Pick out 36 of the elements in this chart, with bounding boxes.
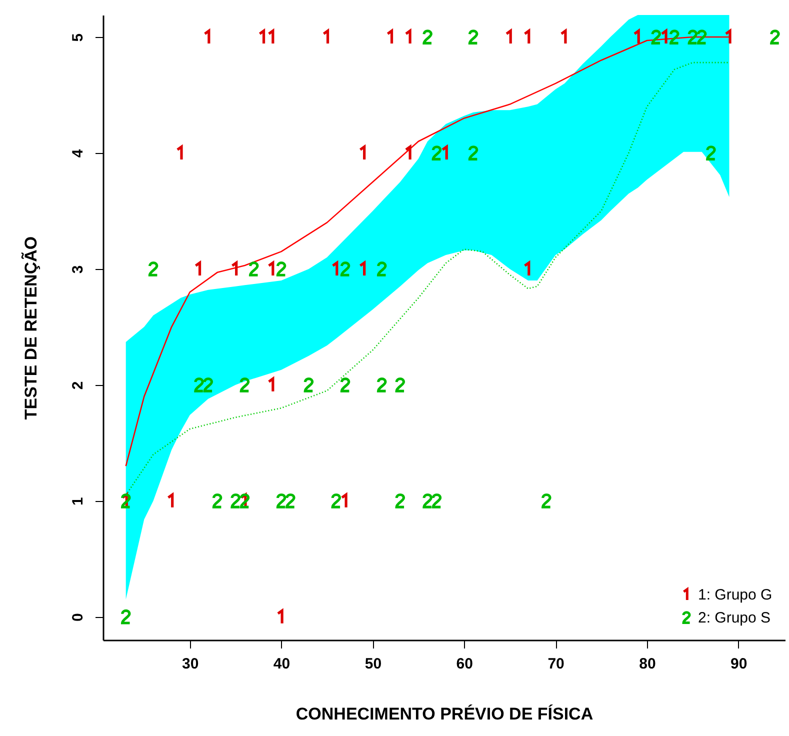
legend-label: 1: Grupo G	[698, 586, 772, 604]
y-tick-label: 2	[70, 381, 86, 390]
point	[340, 378, 350, 392]
point	[376, 378, 388, 392]
point	[706, 146, 716, 160]
x-tick-label: 30	[182, 656, 199, 672]
point	[120, 609, 132, 624]
point	[395, 378, 406, 392]
x-tick-label: 80	[639, 656, 656, 672]
point	[468, 146, 478, 160]
y-tick-label: 3	[70, 265, 86, 274]
legend-label: 2: Grupo S	[698, 610, 771, 626]
x-axis-title: CONHECIMENTO PRÉVIO DE FÍSICA	[296, 704, 594, 724]
point	[276, 262, 286, 276]
point	[669, 30, 680, 45]
y-tick-label: 5	[70, 33, 86, 42]
point	[203, 378, 214, 392]
y-tick-label: 1	[70, 497, 86, 506]
y-tick-label: 4	[70, 148, 86, 158]
point	[240, 378, 250, 392]
point	[120, 493, 132, 508]
y-tick-label: 0	[70, 613, 86, 622]
x-tick-label: 90	[730, 656, 748, 672]
x-tick-label: 60	[456, 656, 473, 672]
point	[376, 262, 388, 276]
point	[194, 378, 204, 392]
point	[248, 262, 260, 276]
point	[148, 262, 158, 276]
point	[696, 30, 708, 45]
x-tick-label: 40	[273, 656, 290, 672]
point	[432, 146, 442, 160]
x-tick-label: 50	[364, 656, 382, 672]
point	[340, 262, 350, 276]
y-axis-title: TESTE DE RETENÇÃO	[20, 236, 40, 420]
x-tick-label: 70	[548, 656, 564, 672]
point	[304, 378, 314, 392]
